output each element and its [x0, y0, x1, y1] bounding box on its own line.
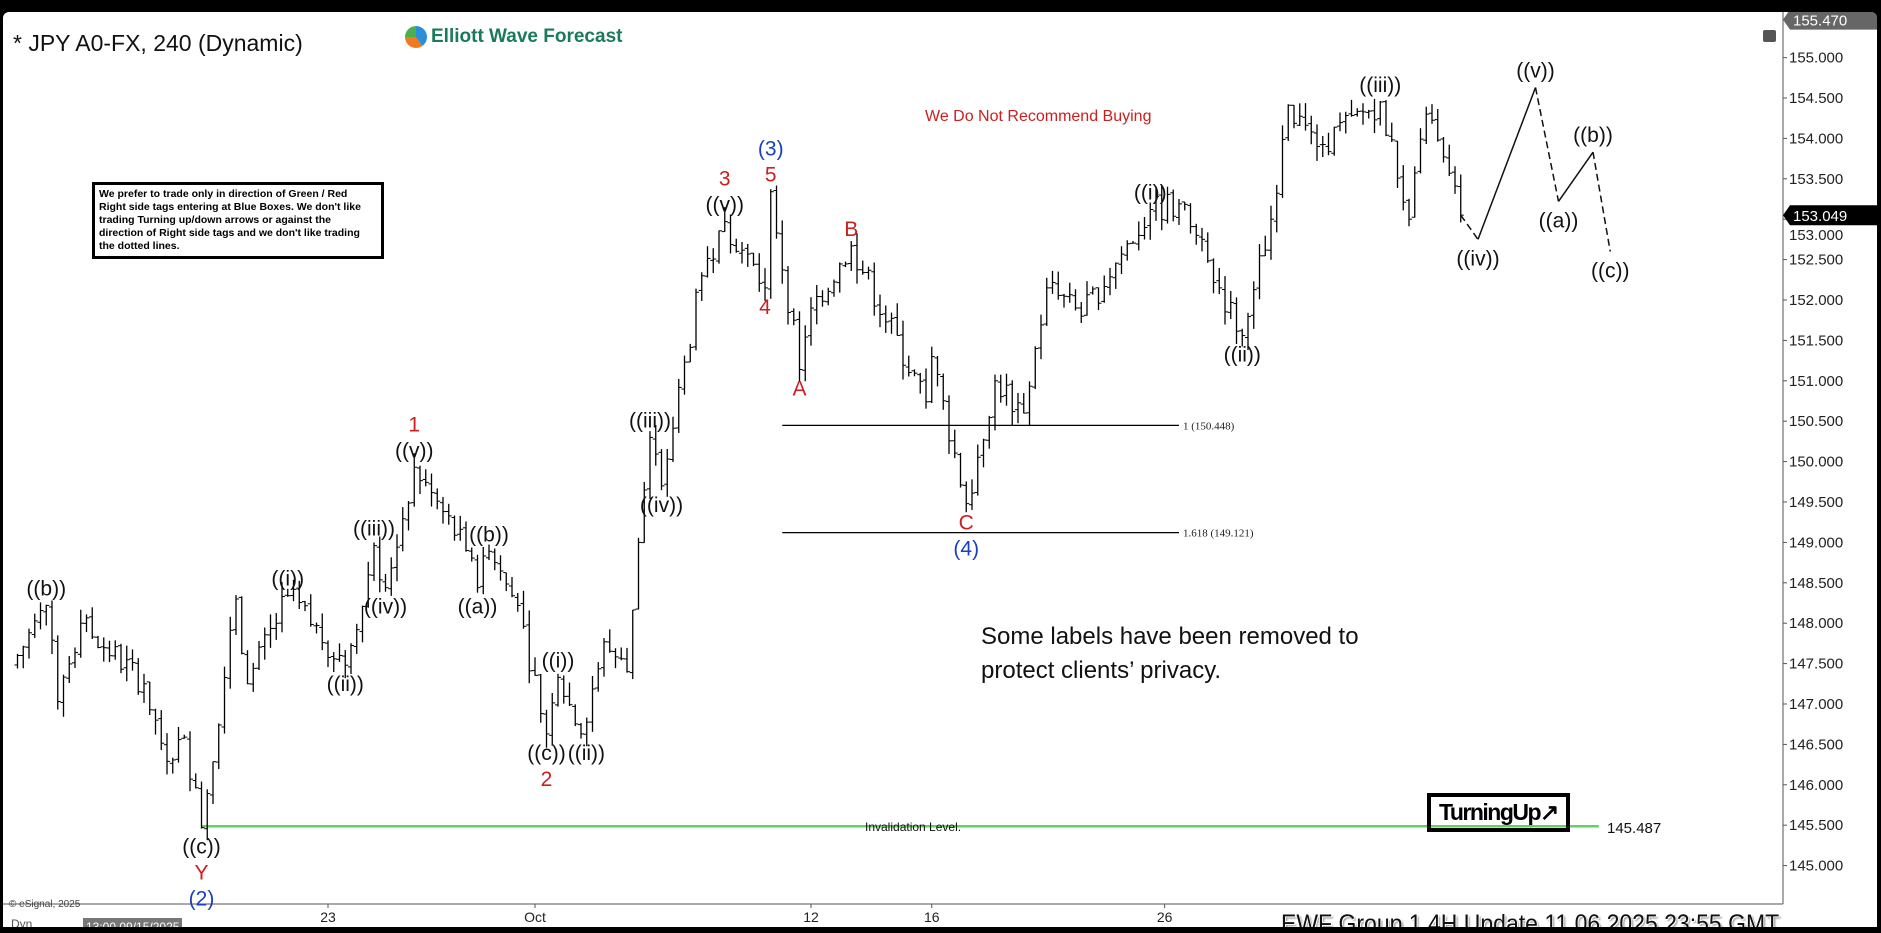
x-tick-label: Oct — [524, 909, 546, 925]
y-tick-label: 146.500 — [1789, 736, 1843, 753]
fib-level-label: 1 (150.448) — [1183, 420, 1235, 432]
wave-label: ((iii)) — [353, 518, 395, 541]
price-chart[interactable]: 23 Oct 12 16 26155.000154.500154.000153.5001… — [3, 12, 1877, 927]
wave-label: ((a)) — [458, 596, 498, 619]
logo-text: Elliott Wave Forecast — [431, 26, 623, 47]
cursor-date-box: 13:00 09/15/2025 — [83, 918, 183, 927]
y-tick-label: 151.500 — [1789, 332, 1843, 349]
wave-label: (4) — [953, 538, 979, 561]
wave-label: ((b)) — [469, 523, 509, 546]
wave-label: ((ii)) — [327, 673, 364, 696]
x-tick-label: 12 — [803, 909, 819, 925]
y-tick-label: 150.500 — [1789, 413, 1843, 430]
projection-path — [1460, 214, 1479, 240]
y-tick-label: 153.500 — [1789, 171, 1843, 188]
chart-window: 23 Oct 12 16 26 155.000 154.500 154.000 153.500 1… — [3, 12, 1877, 927]
y-tick-label: 149.500 — [1789, 494, 1843, 511]
x-tick-label: 16 — [924, 909, 940, 925]
fib-level-label: 1.618 (149.121) — [1183, 528, 1254, 540]
y-tick-label: 148.500 — [1789, 575, 1843, 592]
y-tick-label: 155.000 — [1789, 50, 1843, 67]
wave-label: ((i)) — [271, 568, 304, 591]
wave-label: C — [959, 512, 974, 535]
y-tick-label: 148.000 — [1789, 615, 1843, 632]
wave-label: ((iv)) — [364, 596, 407, 619]
wave-label: ((iv)) — [640, 494, 683, 517]
axis-corner — [1784, 904, 1877, 927]
copyright: © eSignal, 2025 — [9, 899, 81, 910]
top-price-tag: 155.470 — [1793, 13, 1847, 30]
wave-label: ((b)) — [1573, 124, 1613, 147]
wave-label: ((v)) — [395, 439, 433, 462]
privacy-note: Some labels have been removed to protect … — [981, 620, 1359, 688]
logo-icon — [405, 26, 427, 48]
projection-path — [1557, 151, 1594, 202]
wave-label: ((ii)) — [1224, 344, 1261, 367]
wave-label: ((c)) — [182, 836, 220, 859]
logo: Elliott Wave Forecast — [405, 26, 622, 48]
wave-label: ((c)) — [527, 742, 565, 765]
y-tick-label: 152.000 — [1789, 292, 1843, 309]
dyn-label[interactable]: Dyn — [9, 917, 35, 927]
y-tick-label: 154.000 — [1789, 130, 1843, 147]
wave-label: ((v)) — [706, 194, 744, 217]
invalidation-label: Invalidation Level. — [865, 820, 962, 834]
y-tick-label: 154.500 — [1789, 90, 1843, 107]
wave-label: ((iii)) — [629, 409, 671, 432]
y-tick-label: 151.000 — [1789, 373, 1843, 390]
projection-path — [1477, 87, 1537, 240]
recommendation-notice: We Do Not Recommend Buying — [925, 108, 1152, 125]
x-tick-label: 26 — [1157, 909, 1173, 925]
wave-label: B — [844, 218, 858, 241]
y-tick-label: 147.000 — [1789, 696, 1843, 713]
restore-window-icon[interactable] — [1763, 30, 1776, 42]
y-tick-label: 145.500 — [1789, 817, 1843, 834]
wave-label: Y — [194, 862, 208, 885]
last-price-tag: 153.049 — [1793, 208, 1847, 225]
chart-title: * JPY A0-FX, 240 (Dynamic) — [13, 30, 303, 56]
y-tick-label: 147.500 — [1789, 656, 1843, 673]
update-caption: EWF Group 1 4H Update 11.06.2025 23:55 G… — [1281, 910, 1780, 927]
ohlc-bars — [14, 98, 1464, 841]
wave-label: 1 — [408, 413, 420, 436]
last-price-tag-bg — [1783, 205, 1877, 226]
wave-label: ((b)) — [26, 577, 66, 600]
y-tick-label: 149.000 — [1789, 534, 1843, 551]
wave-label: (3) — [758, 138, 784, 161]
wave-label: ((iii)) — [1359, 74, 1401, 97]
wave-label: 3 — [719, 168, 731, 191]
x-tick-label: 23 — [320, 909, 336, 925]
wave-label: A — [792, 377, 806, 400]
wave-label: (2) — [189, 888, 215, 911]
wave-label: 2 — [541, 768, 553, 791]
wave-label: 5 — [765, 164, 777, 187]
y-tick-label: 153.000 — [1789, 227, 1843, 244]
privacy-line: protect clients’ privacy. — [981, 657, 1222, 684]
wave-label: 4 — [759, 296, 771, 319]
wave-label: ((a)) — [1539, 209, 1579, 232]
invalidation-value: 145.487 — [1607, 820, 1662, 837]
y-tick-label: 145.000 — [1789, 858, 1843, 875]
wave-label: ((i)) — [1134, 182, 1167, 205]
turning-up-tag: TurningUp↗ — [1427, 793, 1570, 832]
wave-label: ((i)) — [542, 649, 575, 672]
projection-path — [1534, 87, 1560, 202]
wave-label: ((c)) — [1591, 260, 1629, 283]
y-tick-label: 146.000 — [1789, 777, 1843, 794]
wave-label: ((ii)) — [568, 742, 605, 765]
wave-label: ((v)) — [1516, 59, 1554, 82]
wave-label: ((iv)) — [1456, 247, 1499, 270]
privacy-line: Some labels have been removed to — [981, 623, 1359, 650]
top-price-tag-bg — [1783, 12, 1877, 30]
projection-path — [1592, 152, 1611, 252]
y-tick-label: 150.000 — [1789, 454, 1843, 471]
y-tick-label: 152.500 — [1789, 252, 1843, 269]
disclaimer-box: We prefer to trade only in direction of … — [92, 182, 384, 259]
